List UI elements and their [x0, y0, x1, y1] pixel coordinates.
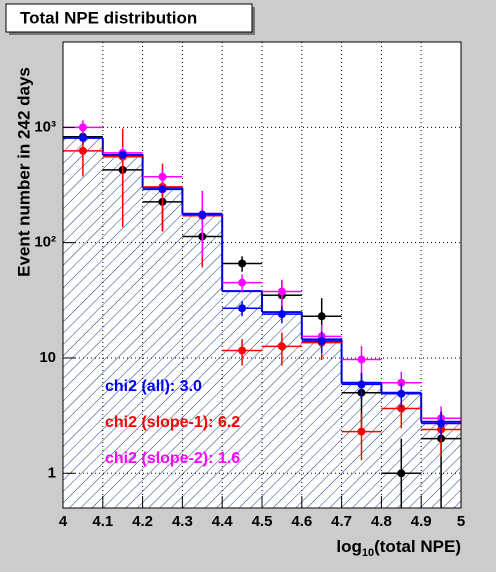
x-tick-label: 5: [457, 513, 465, 530]
point: [317, 312, 326, 321]
point: [437, 419, 446, 428]
point: [78, 146, 87, 155]
point: [238, 346, 247, 355]
annotation: chi2 (slope-1): 6.2: [105, 414, 240, 431]
point: [357, 355, 366, 364]
hist-bar: [63, 137, 103, 508]
y-tick-label: 10: [39, 349, 56, 366]
point: [277, 310, 286, 319]
hist-bar: [142, 187, 183, 508]
axes-layer: 4 4.1 4.2 4.3 4.4 4.5 4.6 4.7 4.8 4.9 5 1 10 10² 10³ ch…: [34, 118, 465, 530]
x-label-prefix: log: [336, 537, 362, 556]
x-tick-label: 4.9: [411, 513, 432, 530]
x-tick-label: 4.3: [172, 513, 193, 530]
point: [198, 210, 207, 219]
x-label-sub: 10: [362, 547, 374, 559]
point: [397, 404, 406, 413]
x-label-rest: (total NPE): [374, 537, 461, 556]
point: [357, 427, 366, 436]
chart-title: Total NPE distribution: [20, 8, 197, 27]
grid-layer: [63, 42, 461, 508]
point: [158, 172, 167, 181]
point: [78, 123, 87, 132]
y-axis-label: Event number in 242 days: [14, 67, 33, 277]
annotation: chi2 (all): 3.0: [105, 378, 202, 395]
point: [277, 287, 286, 296]
hist-bar: [222, 291, 262, 508]
x-tick-label: 4.7: [331, 513, 352, 530]
y-tick-label: 10³: [34, 118, 56, 135]
y-tick-label: 1: [48, 464, 56, 481]
point: [238, 259, 247, 268]
x-tick-label: 4.4: [212, 513, 234, 530]
x-tick-label: 4.1: [92, 513, 113, 530]
point: [78, 133, 87, 142]
x-tick-label: 4: [59, 513, 68, 530]
point: [158, 185, 167, 194]
point: [397, 469, 406, 478]
point: [118, 150, 127, 159]
point: [277, 342, 286, 351]
point: [357, 380, 366, 389]
x-tick-label: 4.6: [291, 513, 312, 530]
hist-bar: [301, 339, 342, 508]
x-tick-label: 4.8: [371, 513, 392, 530]
x-tick-label: 4.5: [252, 513, 273, 530]
annotation: chi2 (slope-2): 1.6: [105, 450, 240, 467]
title-box: [5, 3, 253, 33]
x-tick-label: 4.2: [132, 513, 153, 530]
point: [397, 389, 406, 398]
x-axis-label: log10(total NPE): [336, 537, 461, 558]
point: [317, 337, 326, 346]
y-tick-label: 10²: [34, 234, 56, 251]
point: [238, 278, 247, 287]
points-layer: [63, 120, 461, 508]
point: [238, 304, 247, 313]
